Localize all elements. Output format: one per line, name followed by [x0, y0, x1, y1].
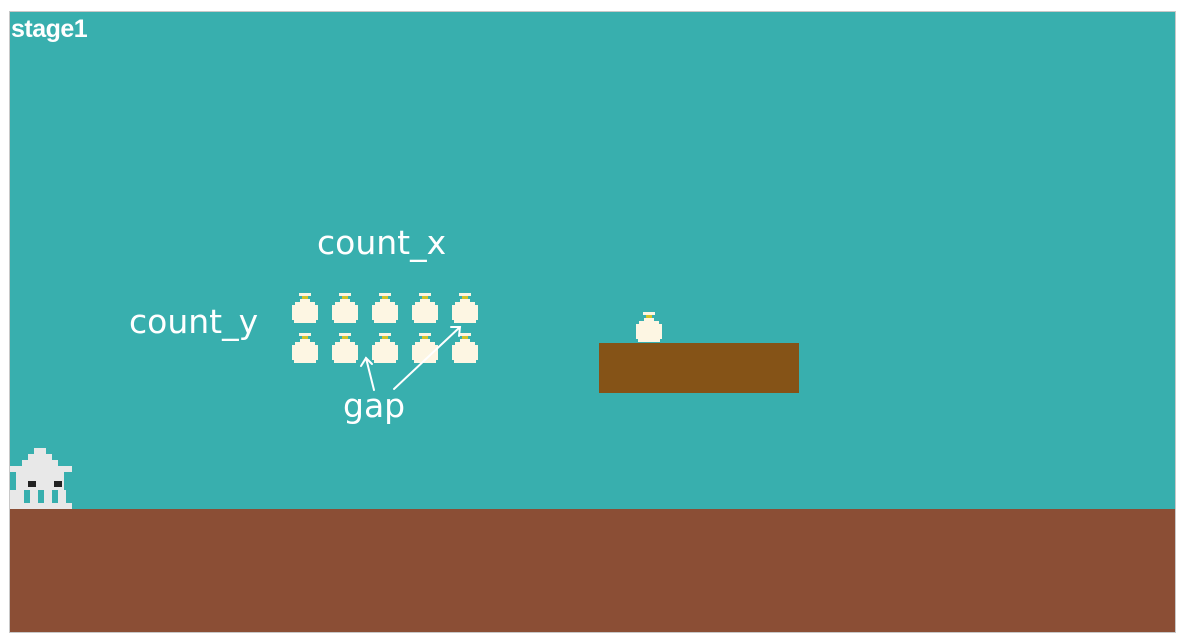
money-bag-icon [412, 293, 438, 323]
count-x-label: count_x [317, 223, 447, 262]
money-bag-icon [292, 333, 318, 363]
ground [10, 509, 1175, 632]
gap-label: gap [343, 386, 406, 425]
money-bag-icon [372, 293, 398, 323]
money-bag-icon [332, 293, 358, 323]
money-bag-icon [636, 312, 662, 342]
count-y-label: count_y [129, 302, 259, 341]
pixel-squid-icon [10, 448, 72, 509]
money-bag-icon [292, 293, 318, 323]
gap-arrows [360, 326, 462, 391]
floating-platform [599, 343, 799, 393]
money-bag-icon [412, 333, 438, 363]
stage-canvas: stage1 count_x count_y gap [9, 11, 1176, 633]
money-bag-icon [452, 293, 478, 323]
stage-title: stage1 [11, 15, 88, 43]
money-bag-icon [372, 333, 398, 363]
money-bag-icon [332, 333, 358, 363]
money-bag-icon [452, 333, 478, 363]
